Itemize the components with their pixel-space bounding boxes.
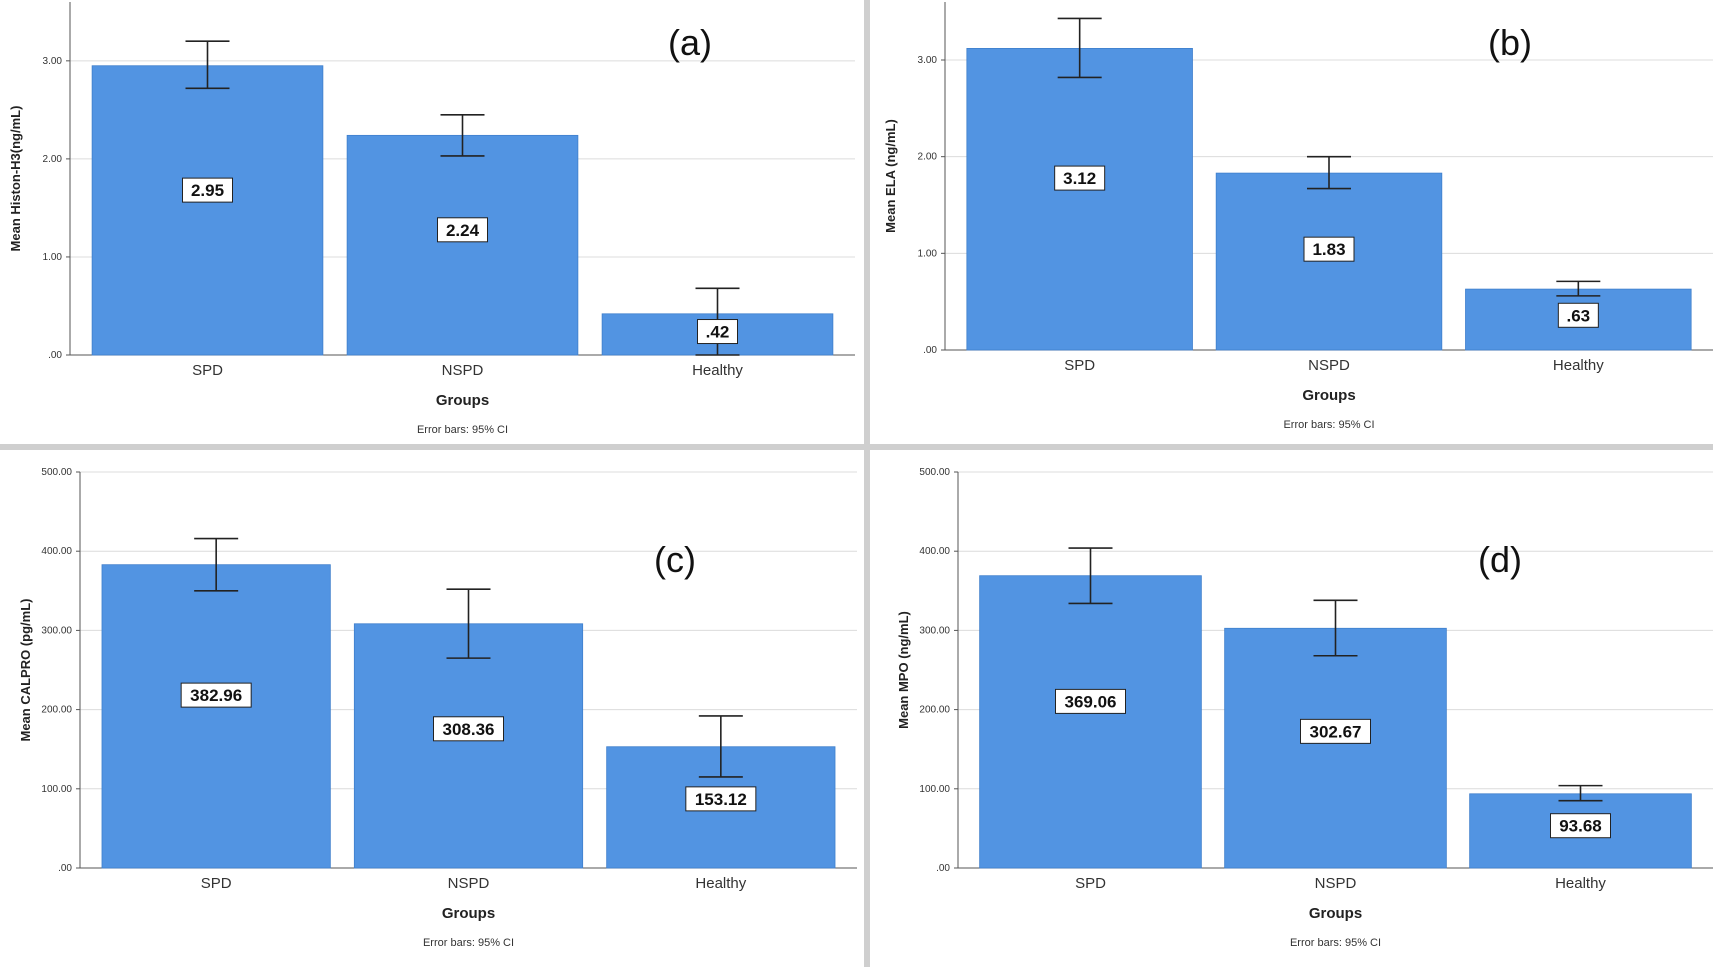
x-category-label: Healthy xyxy=(1553,357,1604,374)
y-tick-label: 200.00 xyxy=(41,705,72,716)
chart-c-svg: .00 100.00 200.00 300.00 400.00 500.00 382.96 S… xyxy=(18,467,857,949)
x-category-label: NSPD xyxy=(1308,357,1350,374)
bar xyxy=(91,65,324,356)
x-category-label: SPD xyxy=(201,875,232,892)
data-label: 369.06 xyxy=(1065,692,1117,711)
data-label-box xyxy=(182,177,233,203)
data-label-box xyxy=(1055,688,1126,714)
y-tick-label: .00 xyxy=(923,345,937,356)
chart-panel-a: .00 1.00 2.00 3.00 2.95 SPD 2.24 NSPD .42 Healthy… xyxy=(0,0,864,444)
y-tick-label: 500.00 xyxy=(919,467,950,478)
panel-label: (a) xyxy=(668,22,712,63)
y-tick-label: 100.00 xyxy=(919,784,950,795)
data-label: 302.67 xyxy=(1310,722,1362,741)
data-label: 153.12 xyxy=(695,790,747,809)
y-tick-label: 300.00 xyxy=(919,625,950,636)
y-tick-label: 500.00 xyxy=(41,467,72,478)
x-category-label: Healthy xyxy=(692,362,743,379)
y-tick-label: 3.00 xyxy=(43,56,63,67)
x-category-label: Healthy xyxy=(695,875,746,892)
data-label: .63 xyxy=(1567,306,1591,325)
y-tick-label: 100.00 xyxy=(41,784,72,795)
bar xyxy=(979,575,1202,869)
chart-panel-b: .00 1.00 2.00 3.00 3.12 SPD 1.83 NSPD .63 Healthy… xyxy=(870,0,1713,444)
y-axis-title: Mean ELA (ng/mL) xyxy=(883,119,898,233)
y-axis-title: Mean Histon-H3(ng/mL) xyxy=(8,106,23,252)
bar xyxy=(966,48,1193,351)
horizontal-divider xyxy=(0,444,1713,450)
panel-label: (d) xyxy=(1478,539,1522,580)
data-label-box xyxy=(1300,718,1371,744)
chart-d-svg: .00 100.00 200.00 300.00 400.00 500.00 369.06 S… xyxy=(896,467,1713,949)
data-label-box xyxy=(1303,236,1355,262)
chart-panel-c: .00 100.00 200.00 300.00 400.00 500.00 382.96 S… xyxy=(0,450,864,967)
y-axis-title: Mean MPO (ng/mL) xyxy=(896,611,911,729)
y-tick-label: 1.00 xyxy=(43,252,63,263)
data-label-box xyxy=(437,217,488,243)
data-label: 1.83 xyxy=(1312,240,1345,259)
data-label-box xyxy=(180,682,252,708)
error-bar-footnote: Error bars: 95% CI xyxy=(1290,937,1381,949)
x-category-label: SPD xyxy=(192,362,223,379)
x-axis-title: Groups xyxy=(436,392,489,409)
x-axis-title: Groups xyxy=(442,905,495,922)
y-tick-label: 300.00 xyxy=(41,625,72,636)
y-tick-label: 1.00 xyxy=(918,248,938,259)
x-category-label: NSPD xyxy=(448,875,490,892)
y-tick-label: .00 xyxy=(48,350,62,361)
x-category-label: Healthy xyxy=(1555,875,1606,892)
data-label: 308.36 xyxy=(443,720,495,739)
data-label: 382.96 xyxy=(190,686,242,705)
x-category-label: NSPD xyxy=(442,362,484,379)
data-label-box xyxy=(685,786,757,812)
chart-a-svg: .00 1.00 2.00 3.00 2.95 SPD 2.24 NSPD .42 Healthy… xyxy=(8,2,855,436)
bar xyxy=(346,134,579,356)
x-category-label: NSPD xyxy=(1315,875,1357,892)
data-label: 2.24 xyxy=(446,221,480,240)
bar xyxy=(353,623,584,869)
data-label-box xyxy=(697,319,738,345)
y-tick-label: .00 xyxy=(58,863,72,874)
y-tick-label: 2.00 xyxy=(43,154,63,165)
chart-b-svg: .00 1.00 2.00 3.00 3.12 SPD 1.83 NSPD .63 Healthy… xyxy=(883,2,1713,431)
data-label: .42 xyxy=(706,323,730,342)
y-tick-label: 400.00 xyxy=(919,546,950,557)
data-label-box xyxy=(1557,302,1599,328)
chart-panel-d: .00 100.00 200.00 300.00 400.00 500.00 369.06 S… xyxy=(870,450,1713,967)
x-axis-title: Groups xyxy=(1309,905,1362,922)
data-label-box xyxy=(1550,813,1611,839)
vertical-divider xyxy=(864,0,870,967)
error-bar-footnote: Error bars: 95% CI xyxy=(1283,419,1374,431)
error-bar-footnote: Error bars: 95% CI xyxy=(417,424,508,436)
bar xyxy=(1224,627,1447,869)
y-tick-label: 200.00 xyxy=(919,705,950,716)
data-label-box xyxy=(433,716,504,742)
panel-label: (b) xyxy=(1488,22,1532,63)
data-label: 3.12 xyxy=(1063,169,1096,188)
y-tick-label: 3.00 xyxy=(918,55,938,66)
y-axis-title: Mean CALPRO (pg/mL) xyxy=(18,599,33,742)
data-label-box xyxy=(1054,165,1106,191)
data-label: 93.68 xyxy=(1559,817,1602,836)
error-bar-footnote: Error bars: 95% CI xyxy=(423,937,514,949)
y-tick-label: 400.00 xyxy=(41,546,72,557)
panel-label: (c) xyxy=(654,539,696,580)
y-tick-label: .00 xyxy=(936,863,950,874)
y-tick-label: 2.00 xyxy=(918,152,938,163)
bar xyxy=(101,564,331,869)
data-label: 2.95 xyxy=(191,181,224,200)
x-category-label: SPD xyxy=(1064,357,1095,374)
x-category-label: SPD xyxy=(1075,875,1106,892)
x-axis-title: Groups xyxy=(1302,387,1355,404)
